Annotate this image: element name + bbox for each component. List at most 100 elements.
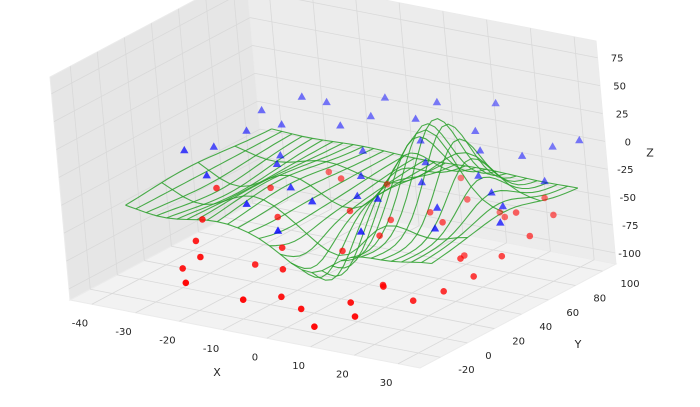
grid-line-z-back bbox=[254, 72, 606, 142]
red-circle-point bbox=[337, 175, 345, 182]
blue-triangle-point bbox=[336, 121, 345, 129]
z-tick-label: 0 bbox=[625, 137, 631, 148]
blue-triangle-point bbox=[242, 199, 251, 207]
red-circle-point bbox=[439, 219, 446, 226]
wireframe-line-y bbox=[258, 155, 405, 240]
red-circle-point bbox=[199, 216, 206, 223]
grid-line-z-left bbox=[51, 0, 229, 95]
left-pane bbox=[49, 0, 267, 301]
wireframe-line-y bbox=[331, 152, 476, 269]
wireframe-line-y bbox=[166, 137, 313, 219]
blue-triangle-point bbox=[373, 194, 382, 202]
red-circle-point bbox=[501, 213, 509, 221]
grid-line-y-left bbox=[150, 23, 172, 247]
grid-line-x-back bbox=[529, 28, 551, 252]
red-circle-point bbox=[387, 216, 395, 224]
blue-triangle-point bbox=[487, 188, 496, 196]
grid-line-y-floor bbox=[144, 260, 495, 329]
red-circle-point bbox=[351, 313, 359, 320]
blue-triangle-point bbox=[496, 218, 505, 226]
x-tick-label: 30 bbox=[380, 378, 393, 389]
grid-line-y-floor bbox=[117, 274, 468, 344]
red-circle-point bbox=[339, 247, 346, 255]
blue-triangle-point bbox=[209, 142, 218, 150]
blue-triangle-point bbox=[356, 227, 366, 235]
blue-triangle-point bbox=[272, 159, 282, 167]
grid-line-z-left bbox=[61, 100, 258, 206]
red-circle-point bbox=[213, 184, 220, 192]
x-tick-label: 10 bbox=[292, 361, 305, 372]
blue-triangle-point bbox=[273, 226, 283, 234]
blue-triangle-point bbox=[575, 135, 584, 144]
blue-triangle-point bbox=[308, 197, 317, 205]
wireframe-line-y bbox=[248, 152, 395, 234]
wireframe-line-y bbox=[401, 176, 548, 263]
wireframe-line-y bbox=[290, 161, 436, 269]
blue-triangle-point bbox=[432, 97, 442, 106]
blue-triangle-point bbox=[322, 97, 331, 106]
grid-line-y-floor bbox=[90, 288, 441, 358]
blue-triangle-point bbox=[202, 171, 211, 179]
red-circle-point bbox=[550, 211, 557, 219]
red-circle-point bbox=[297, 305, 305, 313]
red-circle-point bbox=[380, 283, 387, 290]
grid-line-y-left bbox=[123, 37, 145, 261]
y-tick-label: 0 bbox=[485, 351, 491, 362]
x-axis-label: X bbox=[213, 366, 221, 379]
grid-line-z-left bbox=[53, 17, 251, 122]
red-circle-point bbox=[267, 184, 274, 192]
grid-line-z-back bbox=[264, 184, 616, 254]
red-circle-point bbox=[192, 237, 200, 245]
red-circle-point bbox=[251, 261, 259, 268]
red-circle-point bbox=[311, 323, 318, 331]
red-circle-point bbox=[279, 266, 287, 273]
grid-line-z-left bbox=[56, 45, 253, 150]
axis-panes bbox=[49, 0, 618, 369]
z-tick-label: -100 bbox=[618, 249, 641, 260]
z-tick-label: 25 bbox=[616, 110, 629, 121]
grid-line-z-left bbox=[63, 128, 261, 234]
grid-line-y-left bbox=[96, 51, 118, 275]
z-tick-label: -75 bbox=[622, 221, 638, 232]
grid-line-z-left bbox=[58, 72, 256, 178]
blue-triangle-point bbox=[180, 145, 189, 154]
red-circle-point bbox=[464, 196, 471, 203]
red-circle-point bbox=[498, 252, 506, 260]
wireframe-line-y bbox=[176, 139, 323, 220]
wireframe-line-y bbox=[186, 141, 334, 220]
grid-line-x-floor bbox=[310, 242, 507, 348]
blue-triangle-point bbox=[471, 126, 480, 134]
wireframe-line-y bbox=[411, 183, 558, 263]
axis-ticks: -40-30-20-100102030-20020406080100-100-7… bbox=[72, 54, 641, 389]
wireframe-line-y bbox=[135, 130, 283, 210]
wireframe-line-y bbox=[350, 123, 497, 259]
grid-line-z-left bbox=[68, 184, 266, 290]
blue-triangle-point bbox=[366, 111, 375, 120]
x-tick-label: -30 bbox=[115, 327, 131, 338]
y-tick-label: 40 bbox=[539, 322, 552, 333]
x-tick-label: -10 bbox=[203, 344, 219, 355]
grid-line-y-left bbox=[205, 0, 226, 218]
data-points bbox=[179, 92, 584, 331]
wireframe-line-y bbox=[237, 150, 385, 229]
blue-triangle-point bbox=[380, 93, 390, 101]
red-circle-point bbox=[496, 209, 504, 216]
blue-triangle-point bbox=[411, 114, 420, 122]
red-circle-point bbox=[182, 279, 190, 287]
blue-triangle-point bbox=[474, 171, 483, 179]
z-tick-label: -50 bbox=[620, 193, 636, 204]
wireframe-line-y bbox=[370, 123, 517, 259]
red-circle-point bbox=[179, 265, 186, 272]
blue-triangle-point bbox=[433, 203, 442, 211]
red-circle-point bbox=[541, 194, 548, 202]
wireframe-line-y bbox=[145, 133, 293, 214]
red-circle-point bbox=[278, 293, 285, 301]
red-circle-point bbox=[325, 168, 333, 176]
y-tick-label: 100 bbox=[621, 279, 640, 290]
grid-line-x-back bbox=[398, 2, 420, 226]
z-tick-label: 50 bbox=[613, 82, 626, 93]
z-axis-label: Z bbox=[646, 147, 654, 160]
red-circle-point bbox=[376, 232, 383, 239]
blue-triangle-point bbox=[517, 151, 527, 159]
